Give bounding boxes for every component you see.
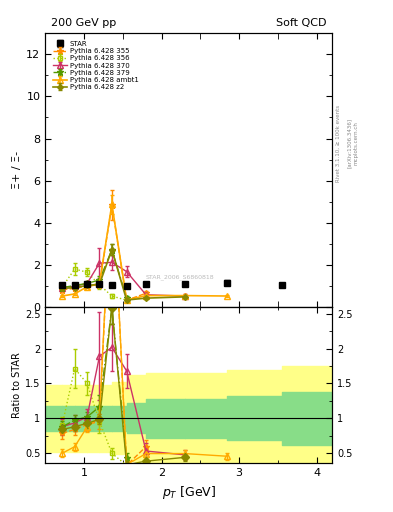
Legend: STAR, Pythia 6.428 355, Pythia 6.428 356, Pythia 6.428 370, Pythia 6.428 379, Py: STAR, Pythia 6.428 355, Pythia 6.428 356… [51,39,140,92]
X-axis label: $p_T$ [GeV]: $p_T$ [GeV] [162,484,216,501]
Y-axis label: Ξ+ / Ξ-: Ξ+ / Ξ- [12,151,22,189]
Text: 200 GeV pp: 200 GeV pp [51,18,116,28]
Text: STAR_2006_S6860818: STAR_2006_S6860818 [146,274,214,280]
Text: Soft QCD: Soft QCD [276,18,326,28]
Text: Rivet 3.1.10, ≥ 100k events: Rivet 3.1.10, ≥ 100k events [336,105,341,182]
Y-axis label: Ratio to STAR: Ratio to STAR [12,352,22,418]
Text: mcplots.cern.ch: mcplots.cern.ch [354,121,359,165]
Text: [arXiv:1306.3436]: [arXiv:1306.3436] [347,118,352,168]
